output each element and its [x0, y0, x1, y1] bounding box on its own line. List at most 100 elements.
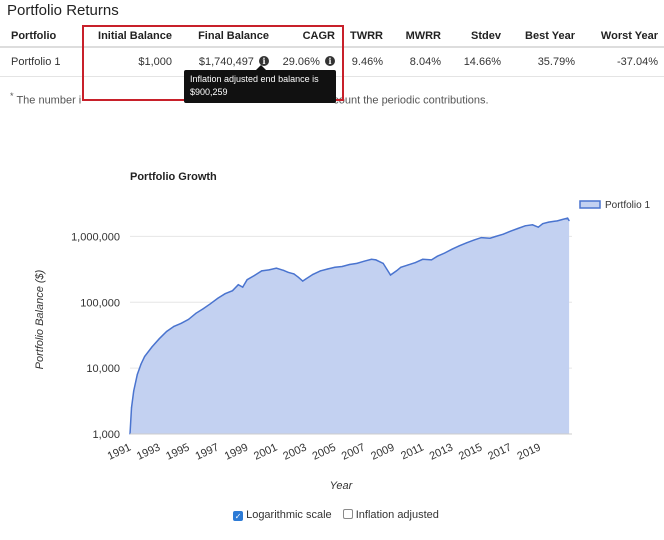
col-header-portfolio[interactable]: Portfolio [0, 25, 82, 48]
data-point [414, 262, 416, 264]
data-point [489, 237, 491, 239]
col-header-final-balance[interactable]: Final Balance [178, 25, 275, 48]
portfolio-returns-table: Portfolio Initial Balance Final Balance … [0, 25, 664, 77]
y-tick-label: 100,000 [80, 297, 120, 309]
data-point [180, 322, 182, 324]
x-tick-label: 2003 [281, 441, 308, 462]
chart-options: ✓ Logarithmic scale Inflation adjusted [0, 509, 664, 522]
inflation-adjusted-checkbox[interactable]: Inflation adjusted [342, 509, 439, 522]
table-header-row: Portfolio Initial Balance Final Balance … [0, 25, 664, 48]
data-point [334, 266, 336, 268]
data-point [531, 224, 534, 226]
data-point [466, 242, 468, 244]
series-area [130, 218, 570, 434]
info-icon[interactable]: i [259, 55, 269, 66]
data-point [395, 270, 397, 272]
data-point [242, 286, 244, 288]
x-tick-label: 2005 [311, 441, 338, 462]
col-header-stdev[interactable]: Stdev [447, 25, 507, 48]
col-header-best-year[interactable]: Best Year [507, 25, 581, 48]
cell-best-year: 35.79% [507, 47, 581, 77]
data-point [422, 258, 424, 260]
col-header-twrr[interactable]: TWRR [341, 25, 389, 48]
data-point [302, 280, 304, 282]
data-point [370, 258, 373, 260]
data-point [407, 264, 409, 266]
x-tick-label: 2017 [486, 441, 513, 462]
data-point [389, 274, 392, 276]
x-tick-label: 1995 [164, 441, 191, 462]
data-point [158, 338, 160, 340]
x-tick-label: 1991 [106, 441, 133, 462]
data-point [209, 303, 212, 305]
legend-label: Portfolio 1 [605, 200, 650, 211]
chart-title: Portfolio Growth [130, 171, 217, 183]
x-tick-label: 2013 [428, 441, 455, 462]
data-point [305, 278, 307, 280]
data-point [187, 318, 190, 320]
legend-swatch [579, 200, 601, 209]
tooltip-line-2: $900,259 [190, 87, 228, 97]
info-icon[interactable]: i [325, 55, 335, 66]
inflation-tooltip: Inflation adjusted end balance is $900,2… [184, 65, 336, 103]
inflation-adjusted-label: Inflation adjusted [355, 509, 439, 522]
y-tick-label: 1,000,000 [71, 231, 120, 243]
data-point [451, 248, 453, 250]
cell-twrr: 9.46% [341, 47, 389, 77]
data-point [151, 346, 153, 348]
data-point [319, 270, 321, 272]
col-header-mwrr[interactable]: MWRR [389, 25, 447, 48]
x-tick-label: 1993 [135, 441, 162, 462]
data-point [480, 237, 482, 239]
log-scale-label: Logarithmic scale [246, 509, 332, 522]
data-point [166, 330, 168, 333]
data-point [312, 273, 314, 275]
cell-portfolio: Portfolio 1 [0, 47, 82, 77]
data-point [473, 239, 475, 241]
data-point [375, 259, 377, 261]
x-tick-label: 1999 [223, 441, 250, 462]
x-tick-label: 2019 [515, 441, 542, 462]
x-tick-label: 2007 [340, 441, 367, 462]
checkbox-checked-icon: ✓ [233, 511, 244, 522]
data-point [268, 269, 270, 271]
x-tick-label: 2015 [457, 441, 484, 462]
x-tick-label: 2009 [369, 441, 396, 462]
footnote: * The number i count the periodic contrib… [10, 91, 489, 107]
data-point [561, 219, 563, 221]
final-balance-value: $1,740,497 [198, 55, 254, 68]
data-point [363, 260, 365, 262]
data-point [517, 227, 519, 230]
data-point [542, 223, 544, 225]
data-point [246, 279, 248, 281]
y-tick-label: 1,000 [92, 429, 120, 441]
section-title: Portfolio Returns [7, 2, 119, 19]
cagr-value: 29.06% [282, 55, 320, 68]
col-header-worst-year[interactable]: Worst Year [581, 25, 664, 48]
col-header-cagr[interactable]: CAGR [275, 25, 341, 48]
footnote-text-start: The number i [16, 94, 82, 107]
data-point [537, 226, 539, 228]
data-point [458, 245, 460, 247]
data-point [237, 284, 239, 286]
data-point [283, 269, 285, 271]
col-header-initial-balance[interactable]: Initial Balance [82, 25, 178, 48]
data-point [430, 259, 433, 261]
data-point [144, 355, 146, 358]
y-axis-title: Portfolio Balance ($) [34, 269, 46, 369]
x-tick-label: 1997 [194, 441, 221, 462]
x-axis-title: Year [330, 480, 354, 492]
tooltip-line-1: Inflation adjusted end balance is [190, 74, 319, 84]
y-tick-label: 10,000 [86, 363, 120, 375]
data-point [293, 273, 295, 275]
data-point [348, 263, 351, 266]
data-point [287, 271, 289, 273]
x-tick-label: 2001 [252, 441, 279, 462]
data-point [436, 255, 438, 257]
data-point [136, 373, 138, 376]
table-row: Portfolio 1 $1,000 $1,740,497 i 29.06% i… [0, 47, 664, 77]
log-scale-checkbox[interactable]: ✓ Logarithmic scale [233, 509, 332, 522]
data-point [202, 308, 204, 310]
data-point [133, 390, 135, 392]
data-point [130, 407, 133, 409]
